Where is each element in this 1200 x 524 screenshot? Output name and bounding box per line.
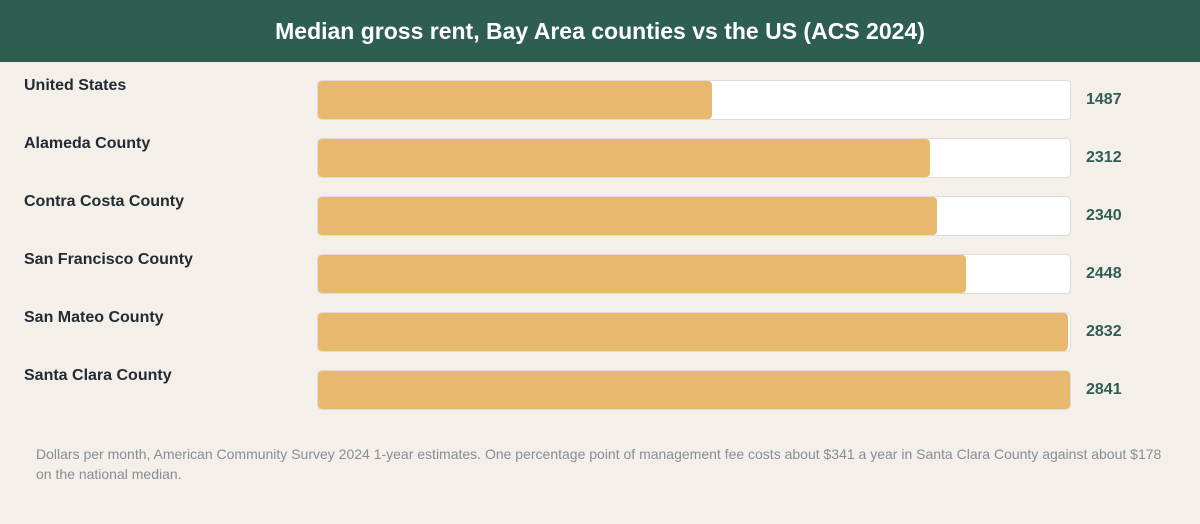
bar-row: San Francisco County 2448: [0, 251, 1200, 296]
chart-header: Median gross rent, Bay Area counties vs …: [0, 0, 1200, 62]
category-label: Contra Costa County: [24, 193, 184, 210]
bar: [318, 81, 712, 119]
bar-row: Contra Costa County 2340: [0, 193, 1200, 238]
bar-row: United States 1487: [0, 77, 1200, 122]
category-label: Alameda County: [24, 135, 151, 152]
value-label: 1487: [1086, 91, 1122, 108]
footnote: Dollars per month, American Community Su…: [36, 446, 1162, 482]
bar: [318, 255, 966, 293]
value-label: 2832: [1086, 323, 1122, 340]
chart-title: Median gross rent, Bay Area counties vs …: [275, 17, 925, 44]
bar-row: San Mateo County 2832: [0, 309, 1200, 354]
value-label: 2448: [1086, 265, 1122, 282]
bar: [318, 139, 930, 177]
value-label: 2340: [1086, 207, 1122, 224]
value-label: 2312: [1086, 149, 1122, 166]
category-label: Santa Clara County: [24, 367, 172, 384]
bar: [318, 313, 1068, 351]
value-label: 2841: [1086, 381, 1122, 398]
bar: [318, 197, 937, 235]
category-label: United States: [24, 77, 127, 94]
bar-chart: United States 1487 Alameda County 2312 Contr…: [0, 62, 1200, 432]
category-label: San Francisco County: [24, 251, 193, 268]
category-label: San Mateo County: [24, 309, 164, 326]
bar-row: Santa Clara County 2841: [0, 367, 1200, 412]
bar: [318, 371, 1070, 409]
bar-row: Alameda County 2312: [0, 135, 1200, 180]
